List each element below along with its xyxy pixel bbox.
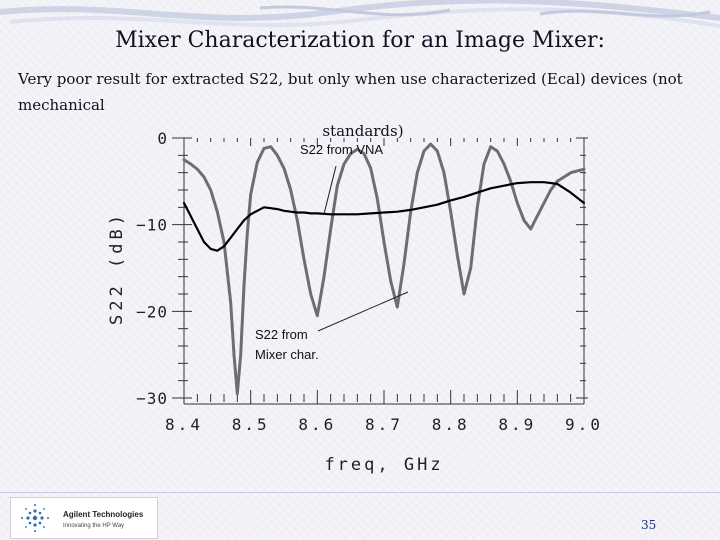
x-tick-label: 8.7 xyxy=(365,415,403,434)
x-axis-label: freq, GHz xyxy=(324,455,443,475)
subtitle-line-2: standards) xyxy=(322,122,404,140)
x-tick-label: 8.4 xyxy=(165,415,203,434)
annotation-vna-label: S22 from VNA xyxy=(300,142,383,157)
agilent-spark-icon xyxy=(21,504,49,532)
annotation-vna-leader xyxy=(323,165,337,215)
x-tick-label: 8.9 xyxy=(498,415,536,434)
y-tick-label: −10 xyxy=(136,216,168,235)
s22-chart: 0 −10 −20 −30 8.4 8.5 8.6 8.7 8.8 8.9 9.0 freq, GHz… xyxy=(107,129,603,475)
x-tick-label: 8.5 xyxy=(232,415,270,434)
annotation-mixer-leader xyxy=(317,291,409,332)
series-vna-line xyxy=(182,181,586,252)
annotation-mixer-label-line2: Mixer char. xyxy=(255,347,319,362)
agilent-logo: Agilent Technologies Innovating the HP W… xyxy=(10,497,158,539)
header-swoosh-decoration xyxy=(0,0,720,28)
y-axis-label: S22 (dB) xyxy=(107,211,127,325)
y-tick-label: −30 xyxy=(136,389,168,408)
footer-divider xyxy=(0,492,720,493)
page-number: 35 xyxy=(641,518,657,532)
logo-tagline: Innovating the HP Way xyxy=(63,523,125,529)
y-tick-label: 0 xyxy=(157,129,168,148)
annotation-mixer-label-line1: S22 from xyxy=(255,327,308,342)
slide-subtitle: Very poor result for extracted S22, but … xyxy=(18,66,708,144)
logo-company-name: Agilent Technologies xyxy=(63,510,144,519)
x-tick-label: 8.8 xyxy=(432,415,470,434)
x-tick-label: 8.6 xyxy=(298,415,336,434)
x-tick-label: 9.0 xyxy=(565,415,603,434)
y-tick-label: −20 xyxy=(136,302,168,321)
subtitle-line-1: Very poor result for extracted S22, but … xyxy=(18,70,683,114)
series-mixer-char-line xyxy=(182,142,586,396)
slide-title: Mixer Characterization for an Image Mixe… xyxy=(115,28,605,53)
